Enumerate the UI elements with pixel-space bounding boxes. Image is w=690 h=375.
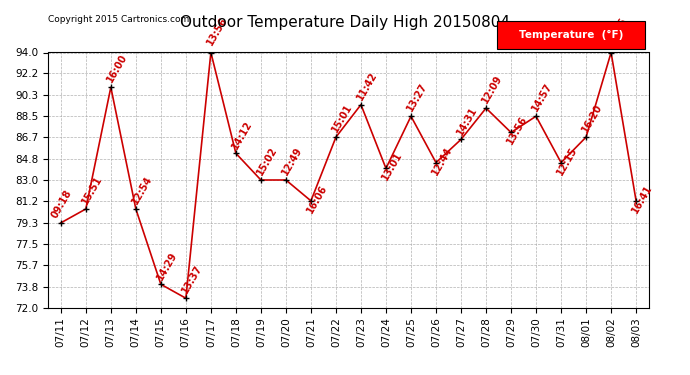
Text: 15:15: 15:15	[605, 15, 629, 47]
Text: 14:31: 14:31	[455, 105, 480, 136]
Text: 13:37: 13:37	[180, 264, 204, 296]
Text: 16:41: 16:41	[630, 183, 654, 215]
Text: Outdoor Temperature Daily High 20150804: Outdoor Temperature Daily High 20150804	[180, 15, 510, 30]
Text: 13:27: 13:27	[405, 82, 429, 114]
Text: 12:54: 12:54	[130, 174, 154, 206]
Text: 12:44: 12:44	[430, 145, 454, 177]
Text: 09:18: 09:18	[50, 188, 74, 220]
Text: Temperature  (°F): Temperature (°F)	[519, 30, 623, 40]
Text: 14:57: 14:57	[530, 82, 554, 114]
Text: 15:02: 15:02	[255, 146, 279, 177]
Text: 16:06: 16:06	[305, 183, 329, 215]
Text: Copyright 2015 Cartronics.com: Copyright 2015 Cartronics.com	[48, 15, 190, 24]
Text: 16:00: 16:00	[105, 53, 129, 84]
Text: 13:56: 13:56	[505, 114, 529, 146]
Text: 13:01: 13:01	[380, 150, 404, 182]
Text: 11:42: 11:42	[355, 70, 380, 102]
Text: 12:15: 12:15	[555, 145, 580, 177]
Text: 14:29: 14:29	[155, 250, 179, 282]
Text: 12:49: 12:49	[280, 146, 304, 177]
Text: 12:09: 12:09	[480, 74, 504, 105]
Text: 15:01: 15:01	[330, 102, 354, 134]
Text: 13:56: 13:56	[205, 15, 229, 47]
Text: 15:51: 15:51	[80, 174, 104, 206]
Text: 14:12: 14:12	[230, 119, 254, 151]
Text: 16:20: 16:20	[580, 102, 604, 134]
